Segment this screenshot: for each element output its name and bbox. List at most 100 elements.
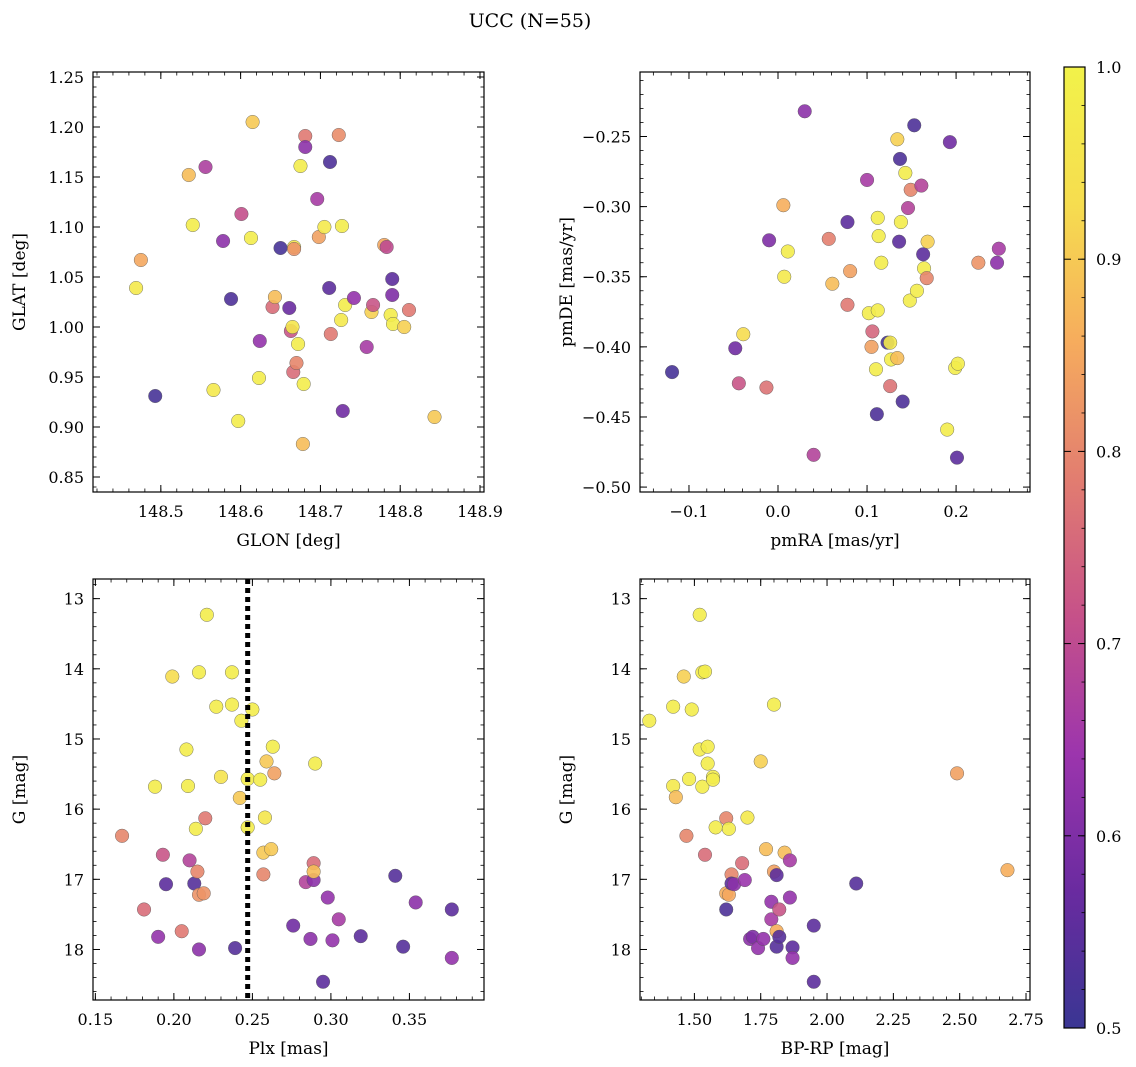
data-point bbox=[159, 877, 174, 892]
data-point bbox=[731, 376, 746, 391]
data-point bbox=[990, 255, 1005, 270]
data-point bbox=[806, 974, 821, 989]
data-point bbox=[213, 769, 228, 784]
data-point bbox=[251, 371, 266, 386]
x-tick-label: 148.8 bbox=[377, 502, 423, 521]
colorbar-tick-label: 0.9 bbox=[1096, 250, 1121, 269]
data-point bbox=[772, 902, 787, 917]
x-tick-label: 148.5 bbox=[138, 502, 184, 521]
data-point bbox=[252, 334, 267, 349]
y-tick-label: 1.05 bbox=[48, 268, 84, 287]
data-point bbox=[869, 407, 884, 422]
data-point bbox=[797, 104, 812, 119]
data-point bbox=[322, 154, 337, 169]
data-point bbox=[679, 828, 694, 843]
data-point bbox=[209, 699, 224, 714]
data-point bbox=[762, 233, 777, 248]
data-point bbox=[308, 756, 323, 771]
data-point bbox=[665, 365, 680, 380]
data-point bbox=[870, 210, 885, 225]
colorbar-bar bbox=[1063, 66, 1086, 1029]
colorbar-tick-label: 0.8 bbox=[1096, 442, 1121, 461]
x-tick-label: 0.0 bbox=[765, 502, 790, 521]
data-point bbox=[849, 876, 864, 891]
x-tick-label: 0.35 bbox=[392, 1010, 428, 1029]
data-point bbox=[303, 931, 318, 946]
data-point bbox=[282, 301, 297, 316]
y-tick-label: −0.40 bbox=[582, 338, 631, 357]
data-point bbox=[232, 790, 247, 805]
data-point bbox=[444, 902, 459, 917]
data-point bbox=[865, 324, 880, 339]
data-point bbox=[185, 217, 200, 232]
x-axis-label: BP-RP [mag] bbox=[781, 1039, 890, 1059]
data-point bbox=[892, 234, 907, 249]
data-point bbox=[766, 697, 781, 712]
data-point bbox=[296, 377, 311, 392]
data-point bbox=[971, 255, 986, 270]
y-tick-label: 0.85 bbox=[48, 468, 84, 487]
data-point bbox=[666, 699, 681, 714]
y-tick-label: −0.30 bbox=[582, 198, 631, 217]
data-point bbox=[289, 356, 304, 371]
data-point bbox=[199, 607, 214, 622]
y-tick-label: 1.20 bbox=[48, 118, 84, 137]
data-point bbox=[916, 247, 931, 262]
y-tick-label: 18 bbox=[611, 940, 631, 959]
data-point bbox=[181, 778, 196, 793]
x-tick-label: 0.2 bbox=[943, 502, 968, 521]
data-point bbox=[179, 742, 194, 757]
data-point bbox=[898, 165, 913, 180]
data-point bbox=[133, 252, 148, 267]
x-tick-label: 2.25 bbox=[876, 1010, 912, 1029]
data-point bbox=[286, 918, 301, 933]
x-tick-label: 0.15 bbox=[78, 1010, 114, 1029]
data-point bbox=[401, 303, 416, 318]
data-point bbox=[692, 607, 707, 622]
x-tick-label: −0.1 bbox=[670, 502, 709, 521]
y-axis-label: G [mag] bbox=[10, 755, 30, 824]
data-point bbox=[331, 912, 346, 927]
data-point bbox=[346, 291, 361, 306]
data-point bbox=[231, 414, 246, 429]
data-point bbox=[115, 828, 130, 843]
y-tick-label: 1.00 bbox=[48, 318, 84, 337]
data-point bbox=[736, 327, 751, 342]
data-point bbox=[366, 298, 381, 313]
data-point bbox=[224, 697, 239, 712]
x-tick-label: 1.50 bbox=[677, 1010, 713, 1029]
data-point bbox=[776, 198, 791, 213]
x-tick-label: 1.75 bbox=[743, 1010, 779, 1029]
points bbox=[129, 114, 442, 452]
data-point bbox=[385, 288, 400, 303]
y-tick-label: −0.35 bbox=[582, 268, 631, 287]
data-point bbox=[890, 132, 905, 147]
data-point bbox=[396, 939, 411, 954]
data-point bbox=[206, 383, 221, 398]
y-tick-label: 13 bbox=[64, 590, 84, 609]
data-point bbox=[224, 665, 239, 680]
y-tick-label: 0.95 bbox=[48, 368, 84, 387]
x-tick-label: 148.7 bbox=[298, 502, 344, 521]
data-point bbox=[806, 918, 821, 933]
data-point bbox=[388, 868, 403, 883]
data-point bbox=[331, 127, 346, 142]
data-point bbox=[190, 864, 205, 879]
panel-plx-gmag: 0.15 0.20 0.25 0.30 0.35 13 14 15 16 17 18 Plx [mas… bbox=[10, 578, 485, 1059]
colorbar-tick-label: 0.7 bbox=[1096, 635, 1121, 654]
y-tick-label: 13 bbox=[611, 590, 631, 609]
data-point bbox=[806, 447, 821, 462]
y-axis-label: pmDE [mas/yr] bbox=[557, 217, 577, 347]
x-tick-label: 148.9 bbox=[457, 502, 503, 521]
y-tick-label: 15 bbox=[64, 730, 84, 749]
data-point bbox=[721, 821, 736, 836]
data-point bbox=[719, 902, 734, 917]
data-point bbox=[379, 239, 394, 254]
data-point bbox=[1000, 863, 1015, 878]
y-tick-label: 0.90 bbox=[48, 418, 84, 437]
data-point bbox=[216, 233, 231, 248]
data-point bbox=[825, 276, 840, 291]
x-axis-label: GLON [deg] bbox=[236, 531, 340, 551]
data-point bbox=[769, 868, 784, 883]
